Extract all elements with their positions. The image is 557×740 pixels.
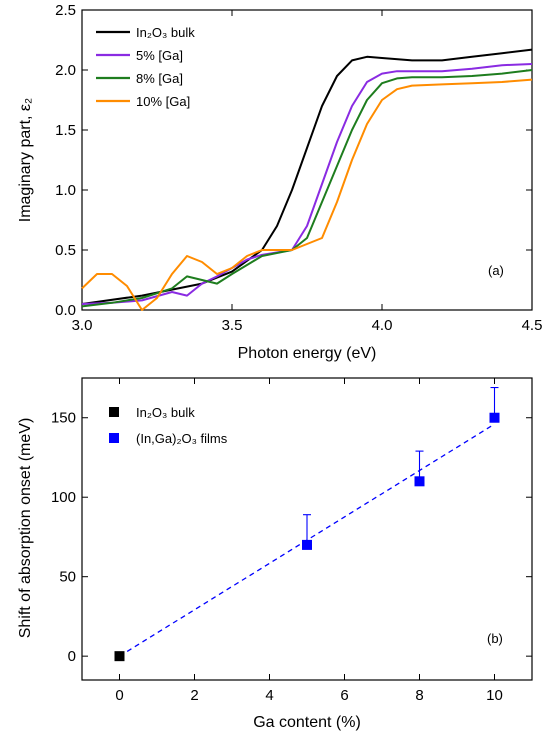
legend-label-0: In₂O₃ bulk — [136, 25, 195, 40]
data-point — [489, 412, 500, 423]
series-line-0 — [81, 48, 533, 305]
panel-a-xtick-label: 4.0 — [372, 317, 393, 334]
panel-a-ytick-label: 1.5 — [55, 122, 76, 139]
panel-a-ytick-label: 2.5 — [55, 2, 76, 19]
legend-label-1: 5% [Ga] — [136, 48, 183, 63]
panel-b-ytick-label: 150 — [51, 410, 76, 427]
panel-b-legend: In₂O₃ bulk (In,Ga)₂O₃ films — [109, 405, 228, 446]
panel-a-ylabel: Imaginary part, ε₂ — [17, 98, 34, 223]
series-line-2 — [81, 69, 533, 308]
panel-b-ylabel: Shift of absorption onset (meV) — [17, 418, 34, 639]
panel-b-label: (b) — [487, 631, 503, 646]
legend-label-b-1: (In,Ga)₂O₃ films — [136, 431, 228, 446]
panel-b-xtick-label: 2 — [190, 687, 198, 704]
panel-a-legend: In₂O₃ bulk 5% [Ga] 8% [Ga] 10% [Ga] — [96, 25, 195, 109]
panel-b-ytick-label: 0 — [68, 648, 76, 665]
panel-b-ytick-label: 100 — [51, 489, 76, 506]
panel-a-series — [81, 48, 533, 311]
panel-b-xtick-label: 8 — [415, 687, 423, 704]
panel-a-xtick-label: 3.0 — [72, 317, 93, 334]
panel-b-xlabel: Ga content (%) — [253, 714, 361, 731]
panel-b-xtick-label: 6 — [340, 687, 348, 704]
legend-marker-1 — [109, 433, 119, 443]
panel-a-xlabel: Photon energy (eV) — [238, 345, 377, 362]
panel-b-frame — [81, 377, 533, 681]
legend-label-3: 10% [Ga] — [136, 94, 190, 109]
panel-a-ytick-label: 2.0 — [55, 62, 76, 79]
panel-a-ticks: 3.0 3.5 4.0 4.5 0.0 0.5 1.0 1.5 2.0 2.5 — [55, 2, 542, 334]
panel-a-label: (a) — [488, 263, 504, 278]
series-line-1 — [81, 63, 533, 305]
panel-a-frame — [81, 9, 533, 311]
panel-b-xtick-label: 4 — [265, 687, 273, 704]
data-point — [114, 651, 125, 662]
legend-label-b-0: In₂O₃ bulk — [136, 405, 195, 420]
legend-marker-0 — [109, 407, 119, 417]
panel-a-ytick-label: 0.5 — [55, 242, 76, 259]
panel-b-ytick-label: 50 — [59, 569, 76, 586]
panel-a-ytick-label: 1.0 — [55, 182, 76, 199]
data-point — [302, 539, 312, 550]
panel-a-ytick-label: 0.0 — [55, 302, 76, 319]
series-line-3 — [81, 78, 533, 311]
panel-a-xtick-label: 4.5 — [522, 317, 543, 334]
panel-a-xtick-label: 3.5 — [222, 317, 243, 334]
panel-b-series — [114, 386, 500, 662]
panel-b-xtick-label: 10 — [486, 687, 503, 704]
panel-a: 3.0 3.5 4.0 4.5 0.0 0.5 1.0 1.5 2.0 2.5 In₂O₃ bul… — [17, 2, 542, 362]
legend-label-2: 8% [Ga] — [136, 71, 183, 86]
data-point — [414, 476, 425, 487]
panel-b-xtick-label: 0 — [115, 687, 123, 704]
